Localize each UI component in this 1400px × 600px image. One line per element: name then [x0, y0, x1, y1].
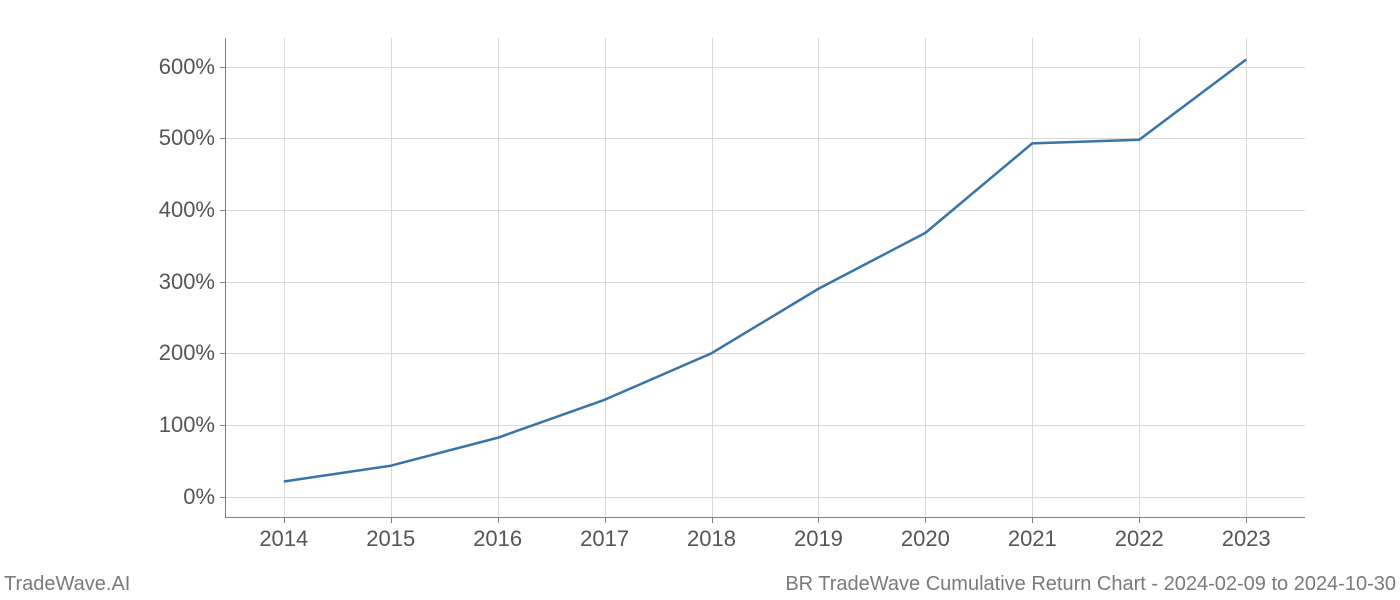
y-tick-mark: [220, 425, 225, 426]
footer-brand: TradeWave.AI: [4, 573, 130, 596]
grid-line-horizontal: [225, 353, 1305, 354]
y-tick-mark: [220, 282, 225, 283]
grid-line-vertical: [712, 38, 713, 518]
y-tick-label: 200%: [159, 340, 215, 366]
grid-line-vertical: [391, 38, 392, 518]
x-tick-label: 2014: [259, 526, 308, 552]
x-tick-label: 2015: [366, 526, 415, 552]
x-axis-spine: [225, 517, 1305, 518]
grid-line-vertical: [1246, 38, 1247, 518]
x-tick-label: 2019: [794, 526, 843, 552]
x-tick-mark: [1139, 518, 1140, 523]
y-tick-label: 300%: [159, 269, 215, 295]
y-tick-mark: [220, 67, 225, 68]
y-tick-label: 400%: [159, 197, 215, 223]
grid-line-horizontal: [225, 282, 1305, 283]
grid-line-vertical: [605, 38, 606, 518]
grid-line-vertical: [1032, 38, 1033, 518]
grid-line-horizontal: [225, 425, 1305, 426]
grid-line-vertical: [818, 38, 819, 518]
y-tick-mark: [220, 353, 225, 354]
x-tick-mark: [925, 518, 926, 523]
x-tick-label: 2016: [473, 526, 522, 552]
grid-line-horizontal: [225, 210, 1305, 211]
x-tick-label: 2018: [687, 526, 736, 552]
y-tick-mark: [220, 138, 225, 139]
y-tick-mark: [220, 497, 225, 498]
line-series-path: [284, 59, 1246, 481]
x-tick-label: 2022: [1115, 526, 1164, 552]
x-tick-mark: [498, 518, 499, 523]
grid-line-horizontal: [225, 497, 1305, 498]
grid-line-horizontal: [225, 67, 1305, 68]
x-tick-mark: [391, 518, 392, 523]
x-tick-mark: [712, 518, 713, 523]
chart-container: 2014 2015 2016 2017 2018 2019 2020 2021 2022 2023…: [0, 0, 1400, 600]
grid-line-horizontal: [225, 138, 1305, 139]
y-tick-label: 600%: [159, 54, 215, 80]
grid-line-vertical: [498, 38, 499, 518]
x-tick-label: 2020: [901, 526, 950, 552]
x-tick-mark: [284, 518, 285, 523]
y-axis-spine: [225, 38, 226, 518]
grid-line-vertical: [925, 38, 926, 518]
x-tick-mark: [818, 518, 819, 523]
y-tick-mark: [220, 210, 225, 211]
x-tick-mark: [1246, 518, 1247, 523]
x-tick-mark: [605, 518, 606, 523]
plot-area: [225, 38, 1305, 518]
line-series-svg: [225, 38, 1305, 518]
y-tick-label: 500%: [159, 125, 215, 151]
grid-line-vertical: [1139, 38, 1140, 518]
grid-line-vertical: [284, 38, 285, 518]
x-tick-label: 2021: [1008, 526, 1057, 552]
y-tick-label: 100%: [159, 412, 215, 438]
y-tick-label: 0%: [183, 484, 215, 510]
x-tick-mark: [1032, 518, 1033, 523]
x-tick-label: 2023: [1222, 526, 1271, 552]
footer-caption: BR TradeWave Cumulative Return Chart - 2…: [785, 573, 1396, 596]
x-tick-label: 2017: [580, 526, 629, 552]
